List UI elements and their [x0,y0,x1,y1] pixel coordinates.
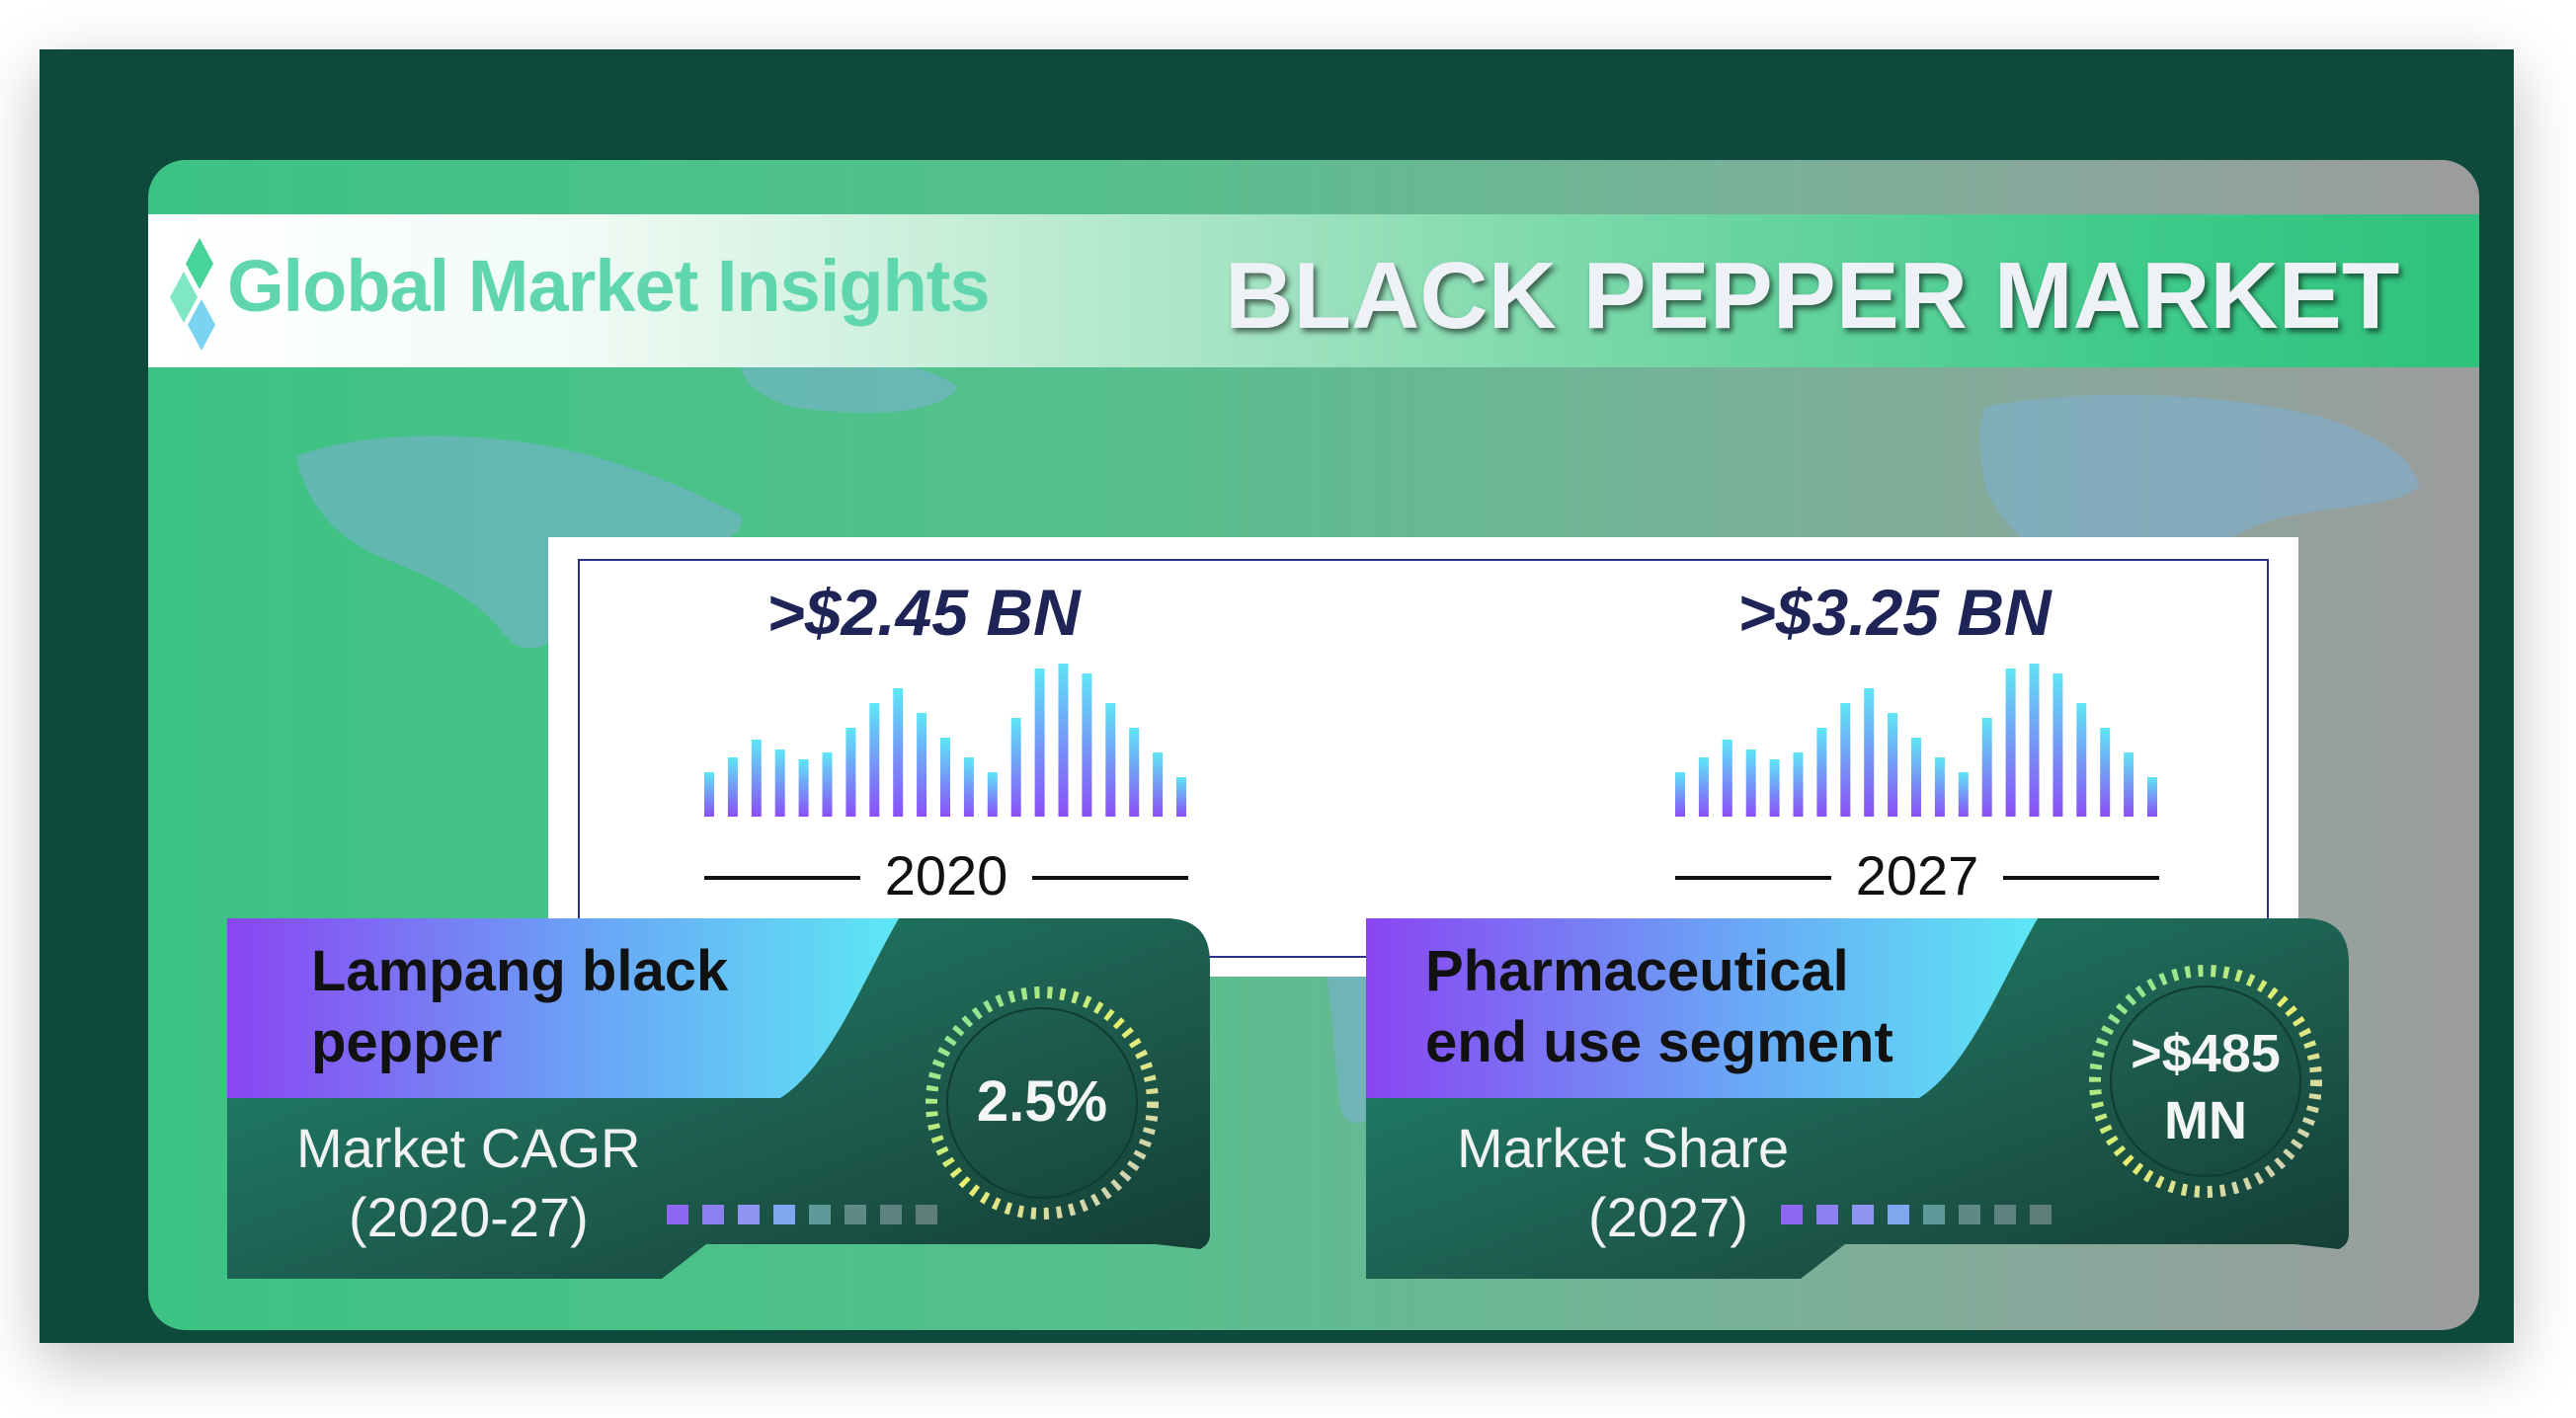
decorative-bar [2147,777,2157,817]
decorative-bar [1958,772,1969,817]
decorative-bar [845,728,856,817]
stat-card-pharmaceutical: Pharmaceutical end use segment Market Sh… [1366,918,2349,1284]
decorative-bar [1722,740,1732,817]
decorative-bar [1105,703,1116,817]
decorative-bar [2076,703,2087,817]
decorative-bar [2029,664,2040,817]
decorative-bar [1864,688,1875,817]
stat-card-background [227,918,1210,1279]
year-rule-right [2003,876,2159,880]
segment-title-line1: Lampang black [311,939,729,1003]
metric-label-cagr: Market CAGR [296,1117,641,1179]
diamond-logo-icon [170,238,215,351]
progress-dots-icon [1781,1205,2065,1224]
market-value-2020: >$2.45 BN [766,576,1081,649]
segment-title-line1: Pharmaceutical [1425,939,1849,1003]
decorative-bar [893,688,904,817]
progress-dots-icon [667,1205,951,1224]
cagr-value: 2.5% [976,1069,1108,1134]
market-size-2020: >$2.45 BN 2020 [578,537,1269,977]
metric-label-period: (2020-27) [349,1186,589,1248]
decorative-bar [987,772,998,817]
decorative-bar [1129,728,1140,817]
decorative-bar [2053,673,2063,817]
infographic-frame: Global Market Insights BLACK PEPPER MARK… [40,49,2514,1343]
decorative-bar [869,703,880,817]
decorative-bar [1010,718,1021,817]
year-label-2027: 2027 [1855,844,1979,906]
decorative-bar [963,757,974,817]
dashed-ring-icon [2089,965,2322,1198]
market-share-ring: >$485 MN [2082,958,2329,1205]
decorative-bar [1745,749,1756,817]
decorative-bar [1698,757,1709,817]
page-title: BLACK PEPPER MARKET [1225,243,2400,349]
market-share-unit: MN [2164,1091,2247,1150]
decorative-bar [727,757,738,817]
decorative-bar [1769,759,1780,817]
decorative-bar [917,713,927,817]
decorative-bar [1034,669,1045,817]
decorative-bar [1981,718,1992,817]
decorative-bar [1816,728,1827,817]
year-label-2020: 2020 [884,844,1008,906]
year-rule-right [1032,876,1188,880]
year-rule-left [1675,876,1831,880]
decorative-bar [1176,777,1186,817]
decorative-bar [798,759,809,817]
decorative-bars-icon [1675,664,2157,817]
decorative-bar [2100,728,2111,817]
decorative-bar [751,740,762,817]
stat-card-lampang: Lampang black pepper Market CAGR (2020-2… [227,918,1210,1284]
segment-title-pharmaceutical: Pharmaceutical end use segment [1425,936,1893,1078]
decorative-bar [940,738,950,817]
decorative-bar [822,752,833,817]
cagr-ring: 2.5% [919,980,1166,1226]
decorative-bar [1840,703,1851,817]
decorative-bar [1058,664,1069,817]
market-size-2027: >$3.25 BN 2027 [1549,537,2240,977]
segment-title-line2: end use segment [1425,1010,1893,1074]
metric-label-year: (2027) [1588,1186,1748,1248]
decorative-bar [1911,738,1921,817]
decorative-bar [704,772,714,817]
header-bar: Global Market Insights BLACK PEPPER MARK… [148,214,2479,367]
decorative-bars-icon [704,664,1186,817]
decorative-bar [1793,752,1804,817]
decorative-bar [1153,752,1164,817]
market-size-panel: >$2.45 BN 2020 >$3.25 BN 2027 [548,537,2298,977]
decorative-bar [2124,752,2134,817]
decorative-bar [774,749,785,817]
decorative-bar [1082,673,1092,817]
dashed-ring-icon [926,986,1159,1220]
market-value-2027: >$3.25 BN [1737,576,2052,649]
stat-card-background [1366,918,2349,1279]
decorative-bar [1888,713,1898,817]
segment-title-lampang: Lampang black pepper [311,936,728,1078]
decorative-bar [1934,757,1945,817]
year-row-2020: 2020 [704,841,1188,910]
segment-title-line2: pepper [311,1010,503,1074]
year-rule-left [704,876,860,880]
year-row-2027: 2027 [1675,841,2159,910]
metric-label-share: Market Share [1457,1117,1790,1179]
market-share-value: >$485 [2131,1024,2281,1083]
brand-name: Global Market Insights [227,245,991,327]
decorative-bar [1675,772,1685,817]
decorative-bar [2005,669,2016,817]
